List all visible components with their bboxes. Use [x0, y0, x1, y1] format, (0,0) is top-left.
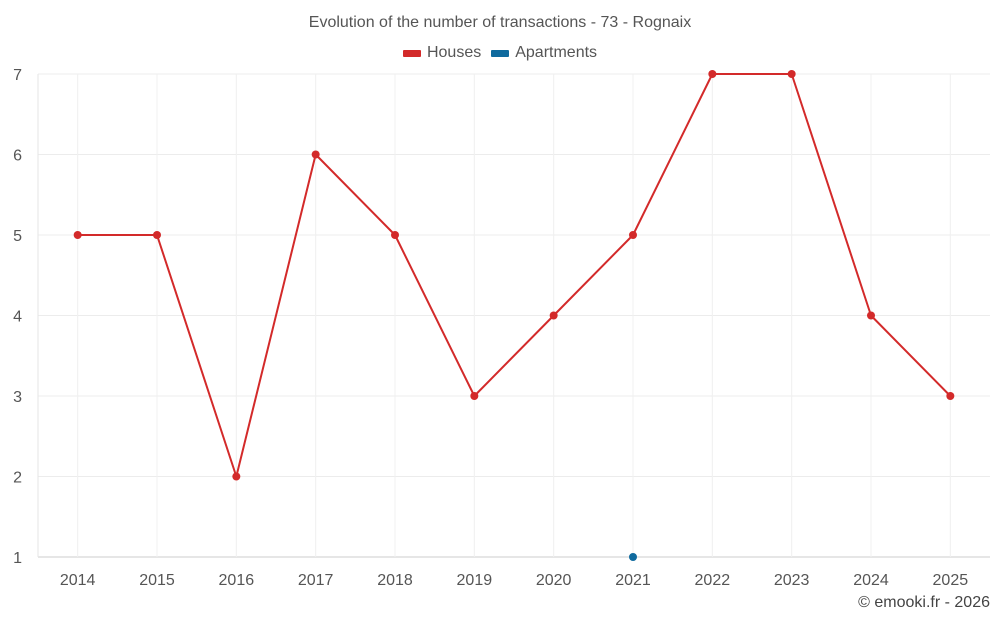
- x-tick-label: 2025: [933, 572, 969, 589]
- y-tick-label: 5: [13, 228, 22, 245]
- y-tick-label: 6: [13, 148, 22, 165]
- legend-item-apartments[interactable]: Apartments: [491, 44, 597, 62]
- legend-label-houses: Houses: [426, 44, 482, 61]
- x-tick-label: 2018: [377, 572, 413, 589]
- houses-point-2021[interactable]: [629, 231, 637, 239]
- x-tick-label: 2024: [853, 572, 889, 589]
- apartments-swatch: [491, 49, 510, 57]
- houses-point-2014[interactable]: [73, 231, 82, 239]
- grid-lines: [37, 73, 990, 558]
- x-tick-label: 2019: [457, 572, 493, 589]
- houses-point-2015[interactable]: [153, 231, 161, 239]
- x-tick-label: 2014: [60, 572, 96, 589]
- y-tick-label: 7: [13, 67, 22, 84]
- houses-point-2023[interactable]: [787, 70, 796, 78]
- credit-text: © emooki.fr - 2026: [858, 594, 990, 611]
- chart-title: Evolution of the number of transactions …: [308, 14, 692, 31]
- y-tick-label: 4: [13, 309, 22, 326]
- houses-point-2024[interactable]: [867, 311, 875, 320]
- houses-point-2018[interactable]: [391, 231, 399, 239]
- legend: Houses Apartments: [0, 44, 1000, 62]
- y-tick-label: 1: [13, 550, 22, 567]
- x-tick-label: 2016: [219, 572, 255, 589]
- houses-point-2025[interactable]: [946, 392, 955, 400]
- x-tick-label: 2023: [774, 572, 810, 589]
- houses-point-2017[interactable]: [311, 150, 320, 159]
- x-tick-label: 2015: [139, 572, 175, 589]
- houses-point-2019[interactable]: [470, 392, 479, 400]
- series-layer: [73, 70, 955, 561]
- y-axis-ticks: 1 2 3 4 5 6 7: [13, 67, 22, 567]
- x-tick-label: 2022: [695, 572, 731, 589]
- houses-series-line: [77, 73, 952, 478]
- legend-label-apartments: Apartments: [515, 44, 598, 61]
- houses-swatch: [402, 49, 421, 57]
- houses-point-2020[interactable]: [549, 311, 558, 320]
- houses-point-2022[interactable]: [708, 70, 717, 78]
- legend-item-houses[interactable]: Houses: [402, 44, 482, 62]
- houses-point-2016[interactable]: [232, 472, 241, 481]
- x-axis-ticks: 2014 2015 2016 2017 2018 2019 2020 2021 2022 2023…: [60, 572, 968, 589]
- apartments-point-2021[interactable]: [629, 553, 637, 561]
- x-tick-label: 2017: [298, 572, 334, 589]
- y-tick-label: 2: [13, 470, 22, 487]
- y-tick-label: 3: [13, 389, 22, 406]
- x-tick-label: 2020: [536, 572, 572, 589]
- x-tick-label: 2021: [615, 572, 651, 589]
